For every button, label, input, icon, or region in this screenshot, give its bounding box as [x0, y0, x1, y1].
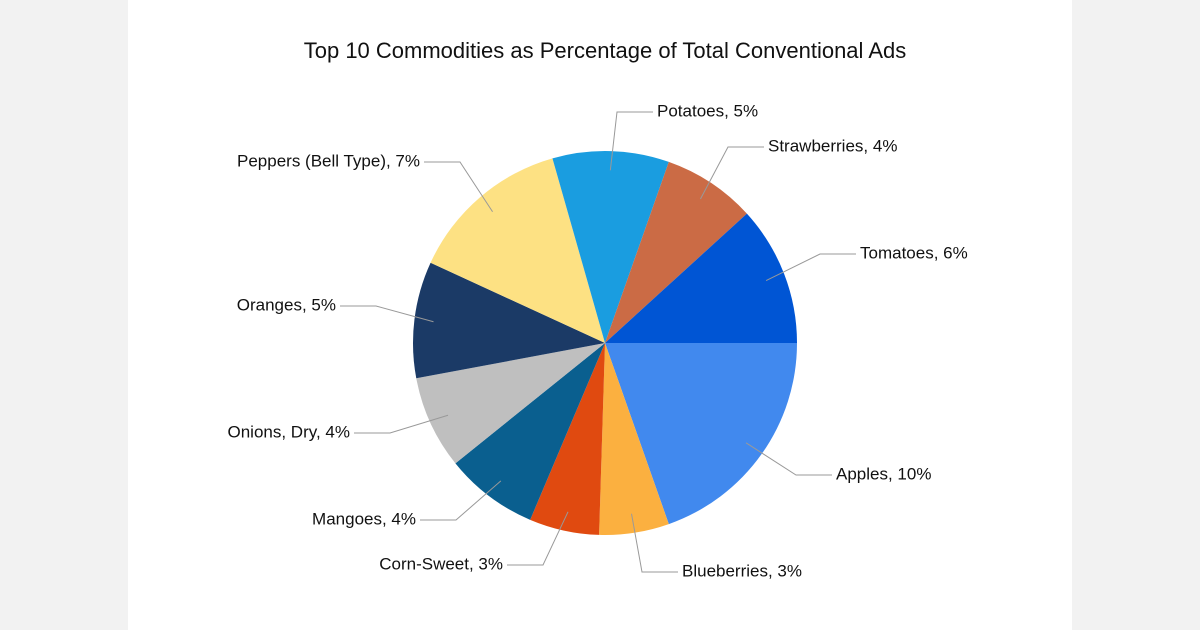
leader-line: [631, 513, 678, 573]
data-label: Onions, Dry, 4%: [227, 422, 350, 441]
pie-slice: [430, 158, 605, 343]
data-label: Blueberries, 3%: [682, 561, 802, 580]
leader-line: [745, 442, 832, 476]
data-label: Tomatoes, 6%: [860, 243, 968, 262]
leader-line: [354, 414, 449, 434]
data-label: Corn-Sweet, 3%: [379, 554, 503, 573]
leader-line: [424, 161, 493, 213]
leader-line: [340, 305, 434, 323]
pie-slice: [605, 343, 797, 525]
data-label: Potatoes, 5%: [657, 101, 758, 120]
pie-slice: [413, 262, 605, 379]
leader-line: [507, 511, 569, 566]
chart-title: Top 10 Commodities as Percentage of Tota…: [304, 38, 907, 63]
pie-slice: [552, 151, 669, 343]
leader-line: [420, 480, 502, 521]
leader-line: [765, 253, 856, 282]
leader-line: [700, 146, 764, 200]
data-label: Peppers (Bell Type), 7%: [237, 151, 420, 170]
pie-slice: [605, 161, 747, 343]
pie-slice: [605, 213, 797, 343]
data-label: Strawberries, 4%: [768, 136, 897, 155]
data-label: Apples, 10%: [836, 464, 931, 483]
pie-slice: [416, 343, 605, 464]
data-label: Mangoes, 4%: [312, 509, 416, 528]
pie-slice: [599, 343, 669, 536]
pie-slice: [530, 343, 605, 535]
pie-slice: [455, 343, 605, 520]
leader-line: [609, 111, 653, 171]
data-label: Oranges, 5%: [237, 295, 336, 314]
